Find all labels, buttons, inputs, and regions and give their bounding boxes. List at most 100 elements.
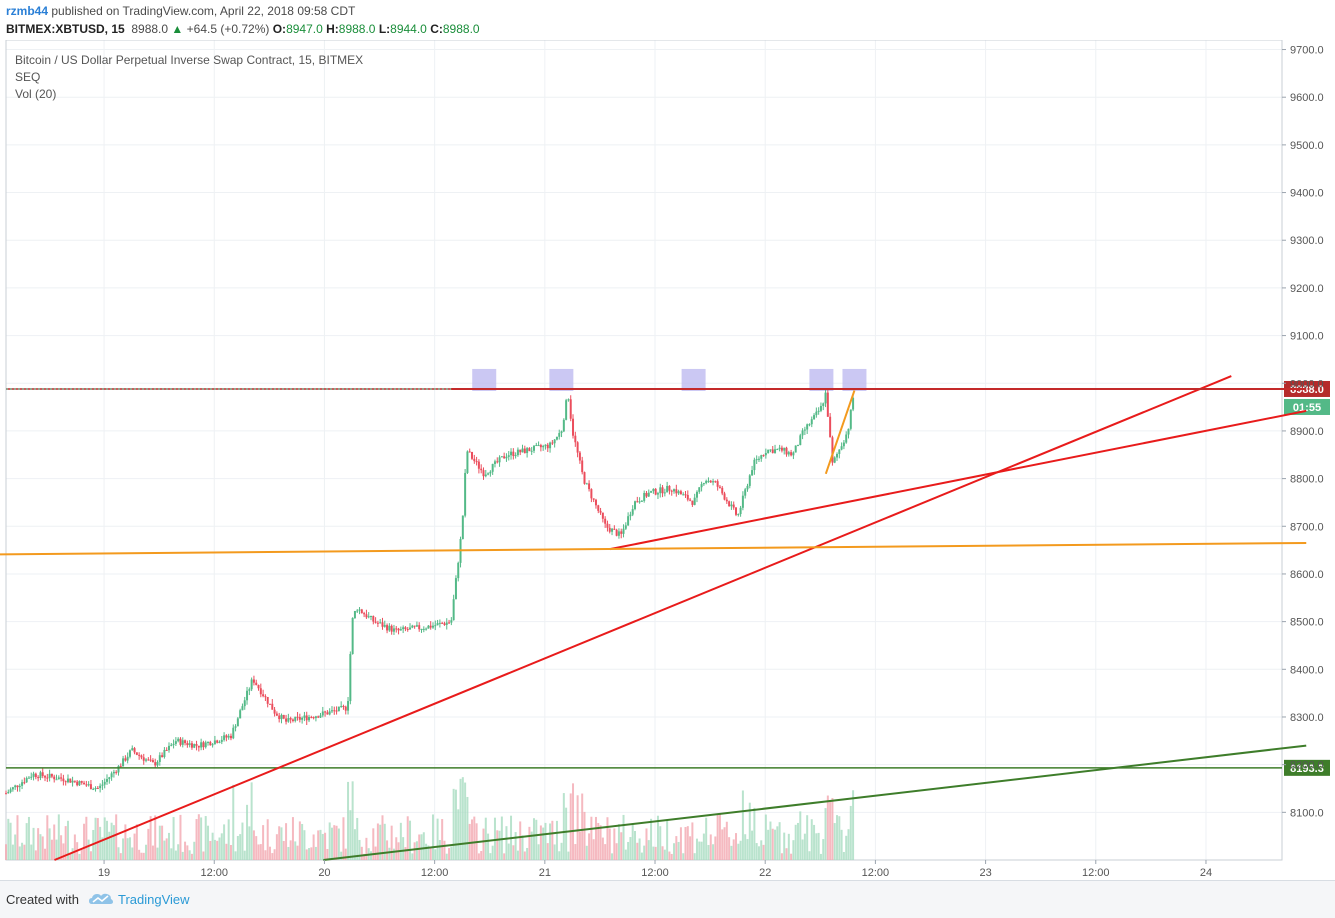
candle-body xyxy=(55,779,58,781)
volume-bar xyxy=(342,817,345,860)
volume-bar xyxy=(55,839,58,860)
close-label: C: xyxy=(430,22,443,36)
volume-bar xyxy=(291,817,294,860)
volume-bar xyxy=(661,846,664,860)
volume-bar xyxy=(227,819,230,860)
volume-bar xyxy=(78,853,81,860)
volume-bar xyxy=(312,834,315,860)
candle-body xyxy=(161,755,164,758)
volume-bar xyxy=(64,826,67,860)
volume-bar xyxy=(450,846,453,860)
volume-bar xyxy=(498,830,501,860)
volume-bar xyxy=(181,851,184,860)
candle-body xyxy=(415,625,418,627)
candle-body xyxy=(110,773,113,778)
candle-body xyxy=(461,515,464,540)
volume-bar xyxy=(9,822,12,860)
candle-body xyxy=(491,463,494,472)
volume-bar xyxy=(640,852,643,860)
candle-body xyxy=(202,742,205,748)
volume-bar xyxy=(519,821,522,860)
candle-body xyxy=(308,716,311,721)
volume-bar xyxy=(335,825,338,860)
volume-bar xyxy=(817,832,820,860)
volume-bar xyxy=(218,837,221,860)
candle-body xyxy=(668,485,671,491)
trend-line xyxy=(824,390,856,475)
y-tick-label: 9300.0 xyxy=(1290,235,1324,247)
candle-body xyxy=(735,507,738,515)
candle-body xyxy=(294,716,297,721)
y-tick-label: 8700.0 xyxy=(1290,521,1324,533)
volume-bar xyxy=(838,816,841,860)
volume-bar xyxy=(186,845,189,860)
volume-bar xyxy=(482,828,485,860)
highlight-box xyxy=(472,368,497,391)
volume-bar xyxy=(783,832,786,860)
candle-body xyxy=(654,488,657,495)
volume-bar xyxy=(803,833,806,860)
candle-body xyxy=(691,500,694,505)
volume-bar xyxy=(535,819,538,860)
candle-body xyxy=(845,434,848,443)
volume-bar xyxy=(521,835,524,860)
volume-bar xyxy=(333,825,336,860)
volume-bar xyxy=(399,822,402,860)
candle-body xyxy=(32,773,35,777)
candle-body xyxy=(204,742,207,748)
candle-body xyxy=(409,627,412,630)
price-chart[interactable]: 8988.0 8193.3 01:55 9700.0 9600.0 9500.0 9400… xyxy=(0,40,1335,880)
tradingview-brand[interactable]: TradingView xyxy=(118,892,190,907)
candle-body xyxy=(744,489,747,496)
volume-bar xyxy=(714,836,717,860)
volume-bar xyxy=(560,842,563,860)
volume-bar xyxy=(643,845,646,860)
candle-body xyxy=(392,628,395,632)
candle-body xyxy=(92,789,95,791)
candle-body xyxy=(167,745,170,751)
volume-bar xyxy=(425,843,428,860)
volume-bar xyxy=(673,843,676,860)
candle-body xyxy=(399,629,402,631)
volume-bar xyxy=(792,840,795,860)
volume-bar xyxy=(353,829,356,860)
volume-bar xyxy=(532,818,535,860)
candle-body xyxy=(546,444,549,449)
volume-bar xyxy=(289,840,292,860)
candle-body xyxy=(57,777,60,780)
candle-body xyxy=(156,761,159,766)
volume-bar xyxy=(794,824,797,860)
candle-body xyxy=(723,493,726,500)
volume-bar xyxy=(695,838,698,860)
candle-body xyxy=(390,625,393,632)
volume-bar xyxy=(431,814,434,860)
candle-body xyxy=(714,481,717,483)
author-link[interactable]: rzmb44 xyxy=(6,4,49,18)
candle-body xyxy=(769,449,772,451)
volume-bar xyxy=(732,839,735,860)
candle-body xyxy=(73,780,76,782)
x-tick-label: 24 xyxy=(1200,867,1212,879)
volume-bar xyxy=(66,820,69,860)
legend-title: Bitcoin / US Dollar Perpetual Inverse Sw… xyxy=(15,53,363,67)
volume-bar xyxy=(275,834,278,860)
candle-body xyxy=(705,480,708,484)
candle-body xyxy=(165,749,168,751)
candle-body xyxy=(303,715,306,718)
candle-body xyxy=(197,745,200,748)
volume-bar xyxy=(801,839,804,860)
candle-body xyxy=(537,445,540,447)
candle-body xyxy=(693,497,696,505)
volume-bar xyxy=(328,822,331,860)
candle-body xyxy=(796,445,799,447)
candle-body xyxy=(124,758,127,761)
candle-body xyxy=(133,748,136,753)
candle-body xyxy=(519,449,522,453)
candle-body xyxy=(822,403,825,406)
volume-bar xyxy=(89,851,92,860)
volume-bar xyxy=(243,850,246,860)
volume-bar xyxy=(379,824,382,860)
up-arrow-icon: ▲ xyxy=(171,22,184,36)
volume-bar xyxy=(537,844,540,860)
volume-bar xyxy=(702,833,705,860)
